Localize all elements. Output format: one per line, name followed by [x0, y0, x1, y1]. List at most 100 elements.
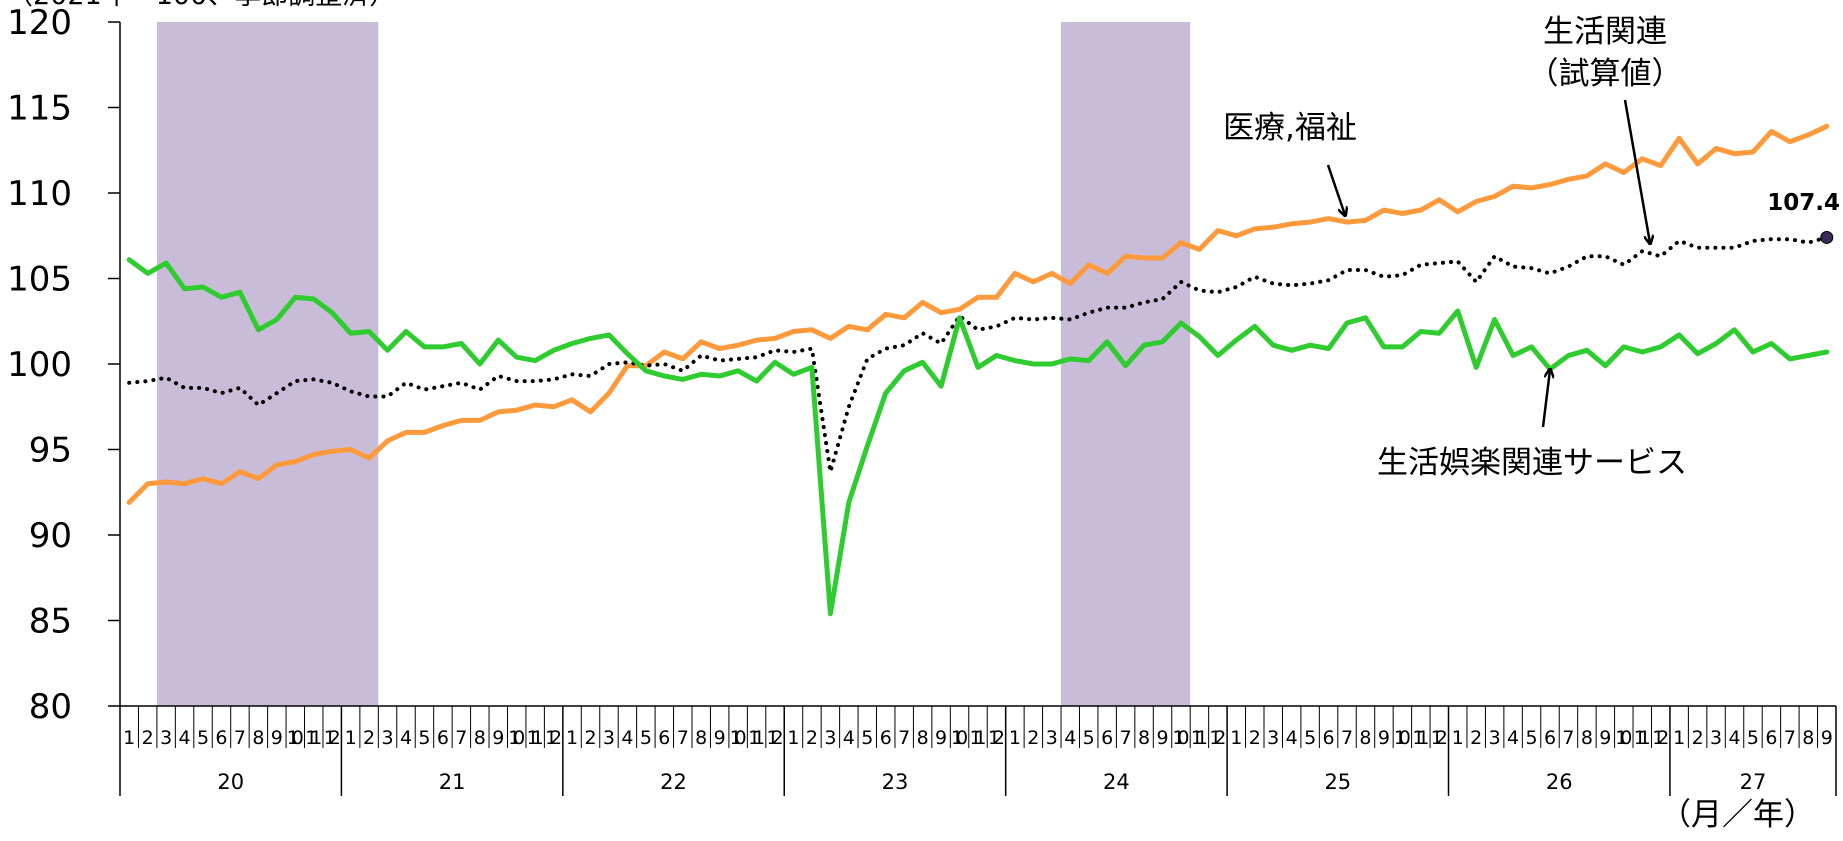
month-tick-label: 2 — [363, 727, 375, 749]
month-tick-label: 8 — [917, 727, 929, 749]
month-tick-label: 7 — [1120, 727, 1132, 749]
annotation-living-text: （試算値） — [1528, 56, 1683, 92]
month-tick-label: 7 — [455, 727, 467, 749]
y-axis: 80 85 90 95 100 105 110 115 120 — [7, 3, 121, 727]
month-tick-label: 4 — [1286, 727, 1298, 749]
y-axis-label: （2021年＝100、季節調整済） — [6, 0, 396, 11]
month-tick-label: 7 — [898, 727, 910, 749]
month-tick-label: 9 — [1599, 727, 1611, 749]
month-tick-label: 5 — [418, 727, 430, 749]
month-tick-label: 2 — [806, 727, 818, 749]
annotation-leisure-arrow — [1541, 370, 1550, 428]
month-tick-label: 1 — [787, 727, 799, 749]
series-lines: 107.4 — [126, 123, 1840, 617]
month-tick-label: 1 — [566, 727, 578, 749]
month-tick-label: 11 — [527, 727, 544, 749]
month-tick-label: 10 — [1172, 727, 1189, 749]
x-axis-unit-label: （月／年） — [1660, 797, 1815, 833]
year-tick-label: 24 — [1103, 770, 1130, 794]
month-tick-label: 3 — [1710, 727, 1722, 749]
last-value-marker — [1820, 230, 1834, 244]
month-tick-label: 4 — [400, 727, 412, 749]
year-tick-label: 21 — [439, 770, 466, 794]
month-tick-label: 6 — [437, 727, 449, 749]
month-tick-label: 5 — [1304, 727, 1316, 749]
month-tick-label: 4 — [179, 727, 191, 749]
month-tick-label: 2 — [584, 727, 596, 749]
month-tick-label: 8 — [695, 727, 707, 749]
month-tick-label: 6 — [1544, 727, 1556, 749]
shaded-period-1 — [156, 22, 379, 706]
month-tick-label: 8 — [1581, 727, 1593, 749]
month-tick-label: 4 — [843, 727, 855, 749]
series-line-1 — [126, 123, 1830, 505]
month-tick-label: 1 — [1230, 727, 1242, 749]
y-tick-label: 90 — [29, 516, 72, 556]
month-tick-label: 3 — [603, 727, 615, 749]
y-tick-label: 110 — [7, 174, 72, 214]
month-tick-label: 10 — [730, 727, 747, 749]
month-tick-label: 11 — [1634, 727, 1651, 749]
y-tick-label: 120 — [7, 3, 72, 43]
month-tick-label: 11 — [748, 727, 765, 749]
month-tick-label: 9 — [271, 727, 283, 749]
month-tick-label: 7 — [234, 727, 246, 749]
month-tick-label: 1 — [1452, 727, 1464, 749]
month-tick-label: 8 — [474, 727, 486, 749]
month-tick-label: 11 — [1191, 727, 1208, 749]
month-tick-label: 9 — [935, 727, 947, 749]
month-tick-label: 10 — [1394, 727, 1411, 749]
month-tick-label: 6 — [880, 727, 892, 749]
month-tick-label: 8 — [1802, 727, 1814, 749]
month-tick-label: 4 — [1507, 727, 1519, 749]
month-tick-label: 12 — [324, 727, 341, 749]
month-tick-label: 5 — [861, 727, 873, 749]
y-tick-label: 95 — [29, 431, 72, 471]
month-tick-label: 12 — [767, 727, 784, 749]
month-tick-label: 9 — [1821, 727, 1833, 749]
month-tick-label: 8 — [252, 727, 264, 749]
month-tick-label: 2 — [142, 727, 154, 749]
month-tick-label: 4 — [621, 727, 633, 749]
month-tick-label: 5 — [1526, 727, 1538, 749]
last-value-label: 107.4 — [1767, 190, 1840, 216]
month-tick-label: 1 — [1009, 727, 1021, 749]
month-tick-label: 6 — [215, 727, 227, 749]
month-tick-label: 7 — [1784, 727, 1796, 749]
y-tick-label: 85 — [29, 602, 72, 642]
month-tick-label: 11 — [305, 727, 322, 749]
month-tick-label: 5 — [1747, 727, 1759, 749]
annotation-living-arrow — [1623, 99, 1650, 243]
year-tick-label: 25 — [1324, 770, 1351, 794]
year-tick-label: 23 — [882, 770, 909, 794]
month-tick-label: 3 — [1489, 727, 1501, 749]
month-tick-label: 9 — [492, 727, 504, 749]
month-tick-label: 1 — [1673, 727, 1685, 749]
year-tick-label: 26 — [1546, 770, 1573, 794]
month-tick-label: 1 — [345, 727, 357, 749]
month-tick-label: 1 — [123, 727, 135, 749]
month-tick-label: 7 — [677, 727, 689, 749]
month-tick-label: 10 — [951, 727, 968, 749]
month-tick-label: 10 — [508, 727, 525, 749]
y-tick-label: 80 — [29, 687, 72, 727]
annotation-living-text: 生活関連 — [1543, 14, 1667, 50]
month-tick-label: 8 — [1359, 727, 1371, 749]
annotation-medical-text: 医療,福祉 — [1223, 110, 1357, 146]
month-tick-label: 3 — [1267, 727, 1279, 749]
series-line-2 — [127, 235, 1829, 474]
month-tick-label: 6 — [1765, 727, 1777, 749]
annotation-leisure-text: 生活娯楽関連サービス — [1377, 445, 1687, 481]
month-tick-label: 2 — [1692, 727, 1704, 749]
month-tick-label: 12 — [1431, 727, 1448, 749]
y-tick-label: 105 — [7, 260, 72, 300]
month-tick-label: 4 — [1728, 727, 1740, 749]
month-tick-label: 6 — [1101, 727, 1113, 749]
annotations: 医療,福祉 生活関連 （試算値） 生活娯楽関連サービス — [1223, 14, 1687, 481]
year-tick-label: 27 — [1740, 770, 1767, 794]
year-tick-label: 20 — [217, 770, 244, 794]
month-tick-label: 10 — [1615, 727, 1632, 749]
month-tick-label: 12 — [988, 727, 1005, 749]
month-tick-label: 3 — [1046, 727, 1058, 749]
